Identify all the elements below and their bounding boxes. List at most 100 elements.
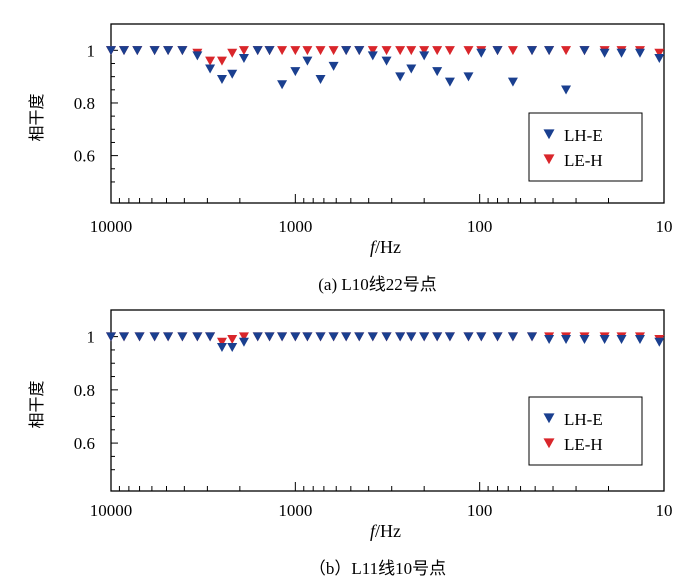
data-point-lh-e <box>432 67 443 77</box>
data-point-lh-e <box>227 343 238 353</box>
data-point-lh-e <box>527 332 538 342</box>
data-point-lh-e <box>264 332 275 342</box>
data-point-lh-e <box>544 335 555 345</box>
plot-frame <box>110 23 665 204</box>
data-point-lh-e <box>354 332 365 342</box>
data-point-lh-e <box>634 335 645 345</box>
data-point-lh-e <box>149 332 160 342</box>
chart-panel-a: 10000 1000 100 10 0.6 0.8 1 相干度 f/Hz (a) L10线22号点… <box>27 23 673 294</box>
data-point-lh-e <box>381 332 392 342</box>
data-point-lh-e <box>315 332 326 342</box>
legend-label-le-h: LE-H <box>564 151 603 170</box>
data-point-lh-e <box>277 332 288 342</box>
data-point-lh-e <box>432 332 443 342</box>
data-point-lh-e <box>579 46 590 56</box>
data-point-lh-e <box>106 46 116 56</box>
x-tick-label: 10 <box>656 217 673 236</box>
data-point-le-h <box>328 46 339 56</box>
data-point-lh-e <box>544 46 555 56</box>
figure-caption: （b）L11线10号点 <box>309 559 446 578</box>
data-point-le-h <box>227 335 238 345</box>
data-point-lh-e <box>205 332 216 342</box>
data-point-lh-e <box>290 67 301 77</box>
data-point-lh-e <box>238 53 249 63</box>
data-point-lh-e <box>290 332 301 342</box>
data-point-lh-e <box>227 69 238 79</box>
y-tick-label: 0.6 <box>74 434 95 453</box>
data-point-lh-e <box>599 48 610 58</box>
data-point-le-h <box>238 332 249 342</box>
data-point-lh-e <box>444 332 455 342</box>
data-point-le-h <box>381 46 392 56</box>
data-point-le-h <box>290 46 301 56</box>
y-tick-label: 1 <box>87 41 96 60</box>
data-point-le-h <box>444 46 455 56</box>
data-point-lh-e <box>463 332 474 342</box>
legend-label-lh-e: LH-E <box>564 126 603 145</box>
x-tick-label: 10 <box>656 501 673 520</box>
data-point-lh-e <box>354 46 365 56</box>
data-point-le-h <box>463 46 474 56</box>
data-point-le-h <box>419 46 430 56</box>
data-point-lh-e <box>163 46 174 56</box>
data-point-lh-e <box>492 332 503 342</box>
data-point-lh-e <box>476 48 487 58</box>
chart-panel-b: 10000 1000 100 10 0.6 0.8 1 相干度 f/Hz （b）L11线10号点 L… <box>27 309 673 578</box>
data-point-le-h <box>302 46 313 56</box>
figure-caption: (a) L10线22号点 <box>318 275 437 294</box>
y-axis-title: 相干度 <box>27 93 46 141</box>
x-tick-label: 10000 <box>90 501 133 520</box>
data-point-le-h <box>315 46 326 56</box>
data-point-lh-e <box>177 46 188 56</box>
x-tick-label: 100 <box>467 501 493 520</box>
y-tick-label: 0.8 <box>74 94 95 113</box>
data-point-lh-e <box>476 332 487 342</box>
x-tick-label: 10000 <box>90 217 133 236</box>
data-point-lh-e <box>367 51 378 61</box>
data-point-le-h <box>561 46 572 56</box>
data-point-le-h <box>277 46 288 56</box>
data-point-le-h <box>507 46 518 56</box>
plot-frame <box>110 309 665 492</box>
data-point-lh-e <box>419 332 430 342</box>
legend-label-lh-e: LH-E <box>564 410 603 429</box>
x-tick-label: 1000 <box>278 501 312 520</box>
x-tick-label: 100 <box>467 217 493 236</box>
data-point-lh-e <box>444 77 455 87</box>
data-point-lh-e <box>315 75 326 85</box>
data-point-lh-e <box>616 48 627 58</box>
data-point-lh-e <box>463 72 474 82</box>
data-point-lh-e <box>177 332 188 342</box>
data-point-lh-e <box>341 332 352 342</box>
data-point-lh-e <box>527 46 538 56</box>
y-tick-label: 0.8 <box>74 381 95 400</box>
legend-marker-lh-e <box>543 129 555 140</box>
data-point-le-h <box>654 48 665 58</box>
data-point-lh-e <box>367 332 378 342</box>
data-point-le-h <box>432 46 443 56</box>
data-point-lh-e <box>507 332 518 342</box>
data-point-lh-e <box>216 343 227 353</box>
data-point-lh-e <box>252 46 263 56</box>
x-axis-title-unit: /Hz <box>375 521 401 541</box>
data-point-le-h <box>406 46 417 56</box>
data-point-le-h <box>367 46 378 56</box>
y-axis-title: 相干度 <box>27 380 46 428</box>
data-point-lh-e <box>328 332 339 342</box>
data-point-lh-e <box>119 46 130 56</box>
data-point-lh-e <box>492 46 503 56</box>
legend-marker-le-h <box>543 438 555 449</box>
data-point-lh-e <box>119 332 130 342</box>
data-point-lh-e <box>205 64 216 74</box>
data-point-le-h <box>216 56 227 66</box>
data-point-lh-e <box>216 75 227 85</box>
data-point-lh-e <box>132 46 143 56</box>
data-point-lh-e <box>381 56 392 66</box>
data-point-lh-e <box>192 332 203 342</box>
data-point-lh-e <box>561 335 572 345</box>
data-point-lh-e <box>406 332 417 342</box>
legend-marker-le-h <box>543 154 555 165</box>
data-point-le-h <box>395 46 406 56</box>
data-point-le-h <box>227 48 238 58</box>
